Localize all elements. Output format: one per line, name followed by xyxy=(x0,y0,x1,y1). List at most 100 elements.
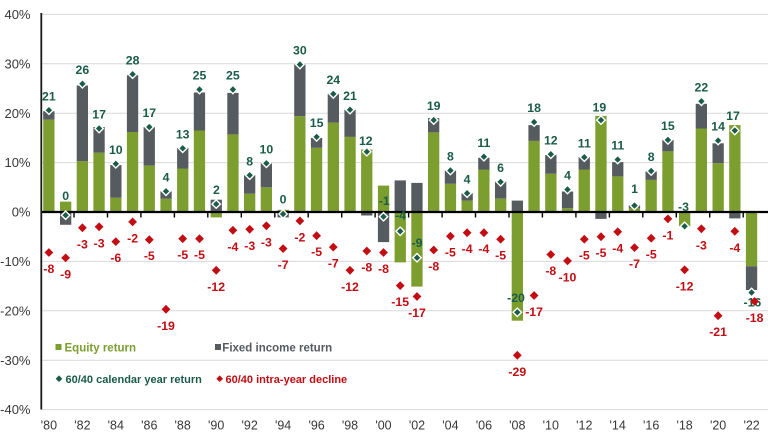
svg-text:25: 25 xyxy=(226,69,240,83)
svg-text:21: 21 xyxy=(343,89,357,103)
svg-text:'02: '02 xyxy=(409,419,425,433)
svg-text:-12: -12 xyxy=(341,280,359,294)
svg-text:-5: -5 xyxy=(194,248,205,262)
svg-text:4: 4 xyxy=(163,170,170,184)
svg-text:-4: -4 xyxy=(478,242,489,256)
svg-text:18: 18 xyxy=(527,101,541,115)
svg-text:'22: '22 xyxy=(743,419,759,433)
svg-text:-8: -8 xyxy=(378,262,389,276)
svg-text:-8: -8 xyxy=(43,262,54,276)
svg-text:11: 11 xyxy=(611,139,624,153)
svg-text:-2: -2 xyxy=(127,231,138,245)
svg-text:-4: -4 xyxy=(227,240,238,254)
svg-text:'10: '10 xyxy=(543,419,559,433)
svg-text:11: 11 xyxy=(578,136,591,150)
svg-text:-1: -1 xyxy=(662,228,673,242)
svg-text:-1: -1 xyxy=(379,194,390,208)
svg-text:'84: '84 xyxy=(108,419,124,433)
svg-text:'18: '18 xyxy=(676,419,692,433)
svg-text:12: 12 xyxy=(359,134,373,148)
svg-text:-3: -3 xyxy=(261,235,272,249)
svg-text:-6: -6 xyxy=(110,251,121,265)
svg-text:-40%: -40% xyxy=(0,402,31,417)
svg-text:4: 4 xyxy=(464,172,471,186)
svg-text:-20: -20 xyxy=(507,291,525,305)
svg-text:'20: '20 xyxy=(710,419,726,433)
svg-text:-5: -5 xyxy=(646,248,657,262)
svg-text:-21: -21 xyxy=(709,325,727,339)
svg-text:13: 13 xyxy=(176,127,190,141)
svg-text:-5: -5 xyxy=(596,246,607,260)
svg-text:-8: -8 xyxy=(428,260,439,274)
svg-text:60/40 intra-year decline: 60/40 intra-year decline xyxy=(226,374,348,386)
svg-text:17: 17 xyxy=(142,106,156,120)
svg-text:-3: -3 xyxy=(678,200,689,214)
svg-text:'80: '80 xyxy=(41,419,57,433)
svg-text:8: 8 xyxy=(447,150,454,164)
svg-text:24: 24 xyxy=(326,73,340,87)
svg-text:-4: -4 xyxy=(612,241,623,255)
svg-text:-15: -15 xyxy=(391,295,409,309)
svg-text:'88: '88 xyxy=(175,419,191,433)
svg-text:-3: -3 xyxy=(244,239,255,253)
svg-text:-3: -3 xyxy=(77,237,88,251)
svg-text:'98: '98 xyxy=(342,419,358,433)
svg-text:0%: 0% xyxy=(12,205,31,220)
svg-text:'92: '92 xyxy=(242,419,258,433)
svg-text:-4: -4 xyxy=(395,209,406,223)
svg-text:-7: -7 xyxy=(629,257,640,271)
svg-text:10: 10 xyxy=(260,142,274,156)
svg-text:19: 19 xyxy=(593,101,607,115)
svg-text:'14: '14 xyxy=(610,419,626,433)
svg-text:-10: -10 xyxy=(559,270,577,284)
svg-text:-29: -29 xyxy=(508,365,526,379)
svg-text:-7: -7 xyxy=(278,258,289,272)
svg-text:-17: -17 xyxy=(408,306,426,320)
svg-text:-5: -5 xyxy=(495,249,506,263)
svg-text:-9: -9 xyxy=(60,267,71,281)
svg-text:15: 15 xyxy=(310,116,324,130)
svg-text:8: 8 xyxy=(246,154,253,168)
svg-text:6: 6 xyxy=(497,161,504,175)
svg-text:'96: '96 xyxy=(308,419,324,433)
svg-text:-5: -5 xyxy=(144,249,155,263)
svg-text:'16: '16 xyxy=(643,419,659,433)
svg-text:15: 15 xyxy=(661,119,675,133)
svg-text:1: 1 xyxy=(631,182,638,196)
svg-text:-7: -7 xyxy=(328,257,339,271)
svg-text:10: 10 xyxy=(109,143,123,157)
svg-text:25: 25 xyxy=(193,69,207,83)
svg-text:0: 0 xyxy=(62,189,69,203)
svg-text:-9: -9 xyxy=(412,236,423,250)
svg-text:-4: -4 xyxy=(462,242,473,256)
svg-text:-2: -2 xyxy=(294,230,305,244)
svg-text:17: 17 xyxy=(92,108,106,122)
svg-text:30%: 30% xyxy=(4,56,30,71)
svg-text:19: 19 xyxy=(427,99,441,113)
svg-text:-12: -12 xyxy=(676,279,694,293)
svg-text:-5: -5 xyxy=(579,249,590,263)
svg-text:-17: -17 xyxy=(525,305,543,319)
svg-text:-12: -12 xyxy=(207,280,225,294)
svg-text:0: 0 xyxy=(280,193,287,207)
svg-text:'86: '86 xyxy=(141,419,157,433)
svg-text:4: 4 xyxy=(564,169,571,183)
svg-text:'82: '82 xyxy=(74,419,90,433)
svg-text:17: 17 xyxy=(726,109,740,123)
svg-text:12: 12 xyxy=(544,133,558,147)
svg-text:-5: -5 xyxy=(311,245,322,259)
svg-text:'90: '90 xyxy=(208,419,224,433)
svg-text:-5: -5 xyxy=(445,246,456,260)
svg-text:40%: 40% xyxy=(4,7,30,22)
svg-text:-3: -3 xyxy=(696,238,707,252)
svg-text:-10%: -10% xyxy=(0,254,31,269)
svg-text:-20%: -20% xyxy=(0,303,31,318)
svg-text:20%: 20% xyxy=(4,106,30,121)
svg-text:2: 2 xyxy=(213,183,220,197)
svg-text:-4: -4 xyxy=(729,241,740,255)
svg-text:28: 28 xyxy=(126,53,140,67)
svg-text:Equity return: Equity return xyxy=(65,343,137,355)
svg-text:Fixed income return: Fixed income return xyxy=(222,343,332,355)
svg-text:60/40 calendar year return: 60/40 calendar year return xyxy=(66,374,203,386)
svg-text:-8: -8 xyxy=(361,261,372,275)
